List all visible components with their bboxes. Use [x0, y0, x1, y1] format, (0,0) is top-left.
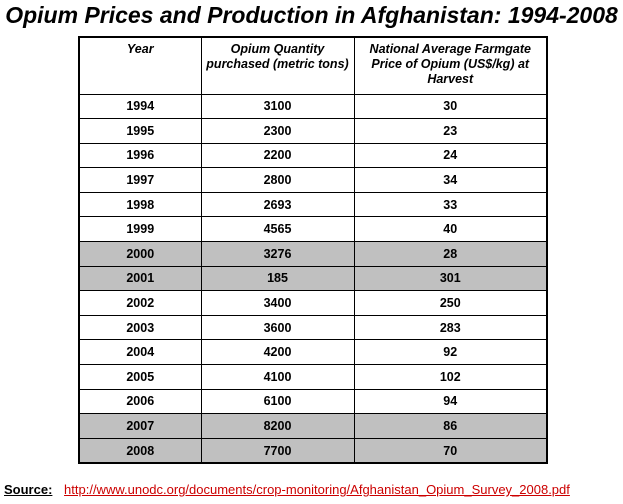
cell-price: 40 — [353, 216, 548, 243]
cell-quantity: 6100 — [200, 388, 355, 415]
table-row: 2006 6100 94 — [78, 388, 548, 415]
cell-quantity: 7700 — [200, 437, 355, 464]
table-row: 2004 4200 92 — [78, 339, 548, 366]
cell-quantity: 4200 — [200, 339, 355, 366]
source-link[interactable]: http://www.unodc.org/documents/crop-moni… — [64, 482, 570, 497]
table-row: 1996 2200 24 — [78, 142, 548, 169]
table-row: 1994 3100 30 — [78, 93, 548, 120]
table-row: 1998 2693 33 — [78, 191, 548, 218]
cell-quantity: 2300 — [200, 118, 355, 144]
cell-quantity: 185 — [200, 265, 355, 292]
cell-quantity: 8200 — [200, 413, 355, 439]
cell-quantity: 3100 — [200, 93, 355, 120]
cell-year: 1997 — [78, 167, 202, 193]
column-header-year: Year — [78, 36, 202, 95]
cell-quantity: 4100 — [200, 364, 355, 390]
cell-quantity: 2693 — [200, 191, 355, 218]
source-label: Source: — [4, 482, 53, 497]
cell-year: 2007 — [78, 413, 202, 439]
chart-title: Opium Prices and Production in Afghanist… — [5, 2, 618, 28]
cell-year: 1994 — [78, 93, 202, 120]
cell-year: 2002 — [78, 290, 202, 316]
cell-year: 1999 — [78, 216, 202, 243]
cell-price: 94 — [353, 388, 548, 415]
cell-year: 1996 — [78, 142, 202, 169]
table-row: 1995 2300 23 — [78, 118, 548, 144]
cell-year: 1998 — [78, 191, 202, 218]
cell-year: 2000 — [78, 241, 202, 267]
cell-price: 28 — [353, 241, 548, 267]
cell-year: 1995 — [78, 118, 202, 144]
table-row: 1997 2800 34 — [78, 167, 548, 193]
table-row: 2005 4100 102 — [78, 364, 548, 390]
cell-price: 23 — [353, 118, 548, 144]
cell-year: 2001 — [78, 265, 202, 292]
table-row: 2000 3276 28 — [78, 241, 548, 267]
column-header-quantity: Opium Quantity purchased (metric tons) — [200, 36, 355, 95]
cell-price: 92 — [353, 339, 548, 366]
header-row: Year Opium Quantity purchased (metric to… — [78, 36, 548, 95]
cell-quantity: 2200 — [200, 142, 355, 169]
table-row: 2007 8200 86 — [78, 413, 548, 439]
table-row: 2008 7700 70 — [78, 437, 548, 464]
cell-price: 283 — [353, 314, 548, 341]
cell-price: 24 — [353, 142, 548, 169]
cell-price: 102 — [353, 364, 548, 390]
cell-price: 33 — [353, 191, 548, 218]
cell-price: 301 — [353, 265, 548, 292]
opium-data-table: Year Opium Quantity purchased (metric to… — [78, 36, 548, 465]
column-header-price: National Average Farmgate Price of Opium… — [353, 36, 548, 95]
cell-quantity: 3400 — [200, 290, 355, 316]
cell-year: 2004 — [78, 339, 202, 366]
cell-price: 250 — [353, 290, 548, 316]
cell-quantity: 2800 — [200, 167, 355, 193]
cell-quantity: 4565 — [200, 216, 355, 243]
table-body: 1994 3100 30 1995 2300 23 1996 2200 24 1997 2800 34… — [78, 93, 548, 464]
cell-quantity: 3600 — [200, 314, 355, 341]
table-row: 2003 3600 283 — [78, 314, 548, 341]
cell-price: 86 — [353, 413, 548, 439]
cell-price: 34 — [353, 167, 548, 193]
table-row: 2001 185 301 — [78, 265, 548, 292]
cell-quantity: 3276 — [200, 241, 355, 267]
cell-year: 2003 — [78, 314, 202, 341]
cell-year: 2005 — [78, 364, 202, 390]
cell-price: 30 — [353, 93, 548, 120]
table-row: 2002 3400 250 — [78, 290, 548, 316]
table-row: 1999 4565 40 — [78, 216, 548, 243]
cell-year: 2006 — [78, 388, 202, 415]
cell-price: 70 — [353, 437, 548, 464]
cell-year: 2008 — [78, 437, 202, 464]
source-line: Source: http://www.unodc.org/documents/c… — [4, 482, 570, 497]
